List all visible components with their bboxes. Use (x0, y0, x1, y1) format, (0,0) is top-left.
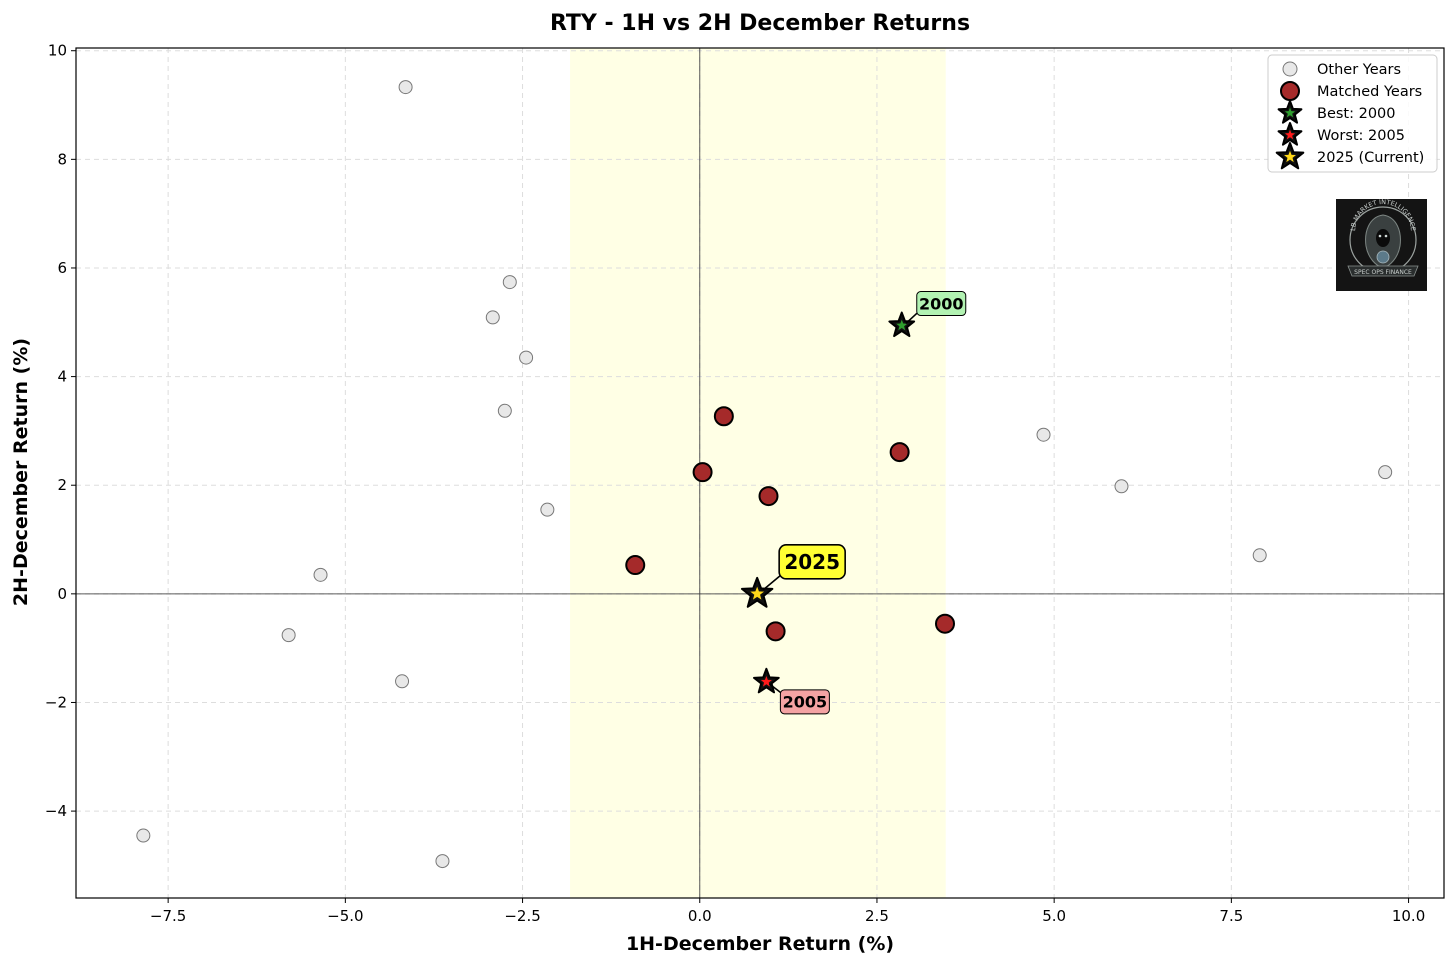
legend-label-other-years: Other Years (1317, 62, 1401, 78)
legend-marker-matched-years (1280, 81, 1300, 101)
globe-icon (1376, 250, 1390, 264)
annotation-label: 2005 (783, 693, 828, 712)
logo-banner (1347, 265, 1419, 277)
point-current-year (740, 576, 774, 608)
legend-label-worst: Worst: 2005 (1317, 128, 1405, 144)
point-matched-year (625, 555, 646, 576)
hood-shadow (1376, 229, 1390, 247)
point-other-year (502, 275, 517, 290)
annotation-label: 2000 (919, 294, 964, 313)
point-other-year (281, 628, 296, 643)
y-tick-label: 0 (57, 585, 67, 603)
y-tick-label: 10 (48, 42, 67, 60)
annotation-box (779, 689, 830, 715)
annotation-box (916, 291, 967, 317)
legend-label-best: Best: 2000 (1317, 106, 1396, 122)
legend: Other Years Matched Years Best: 2000 Wor… (1267, 54, 1438, 173)
annotation-box (778, 544, 846, 580)
point-matched-year (934, 613, 955, 634)
y-tick-label: 8 (57, 150, 67, 168)
brand-logo: LB MARKET INTELLIGENCE SPEC OPS FINANCE (1336, 198, 1427, 291)
point-best-year (888, 311, 916, 338)
legend-marker-worst (1277, 122, 1303, 146)
legend-label-current: 2025 (Current) (1317, 150, 1424, 166)
point-other-year (398, 80, 413, 95)
x-tick-label: 10.0 (1392, 907, 1425, 925)
point-other-year (1036, 427, 1051, 442)
annotation-2000: 2000 (905, 291, 967, 325)
point-matched-year (692, 462, 713, 483)
legend-star-worst-shape (1277, 122, 1303, 146)
x-tick-label: −5.0 (327, 907, 363, 925)
annotation-arrow (905, 310, 920, 325)
x-tick-label: 0.0 (688, 907, 712, 925)
point-other-year (1378, 465, 1393, 480)
y-axis-label: 2H-December Return (%) (10, 338, 32, 606)
highlight-band (570, 48, 946, 898)
point-other-year (519, 350, 534, 365)
logo-bottom-text: SPEC OPS FINANCE (1354, 269, 1412, 276)
legend-marker-current (1275, 142, 1305, 170)
y-tick-label: −2 (45, 693, 67, 711)
legend-frame (1267, 54, 1438, 173)
x-tick-label: −7.5 (150, 907, 186, 925)
annotation-2025: 2025 (762, 544, 846, 591)
y-tick-label: 6 (57, 259, 67, 277)
plot-area: −7.5 −5.0 −2.5 0.0 2.5 5.0 7.5 10.0 −4 −2 0 2 4 6 8 10 2… (45, 42, 1445, 925)
point-other-year (136, 828, 151, 843)
x-tick-label: 5.0 (1042, 907, 1066, 925)
y-tick-label: −4 (45, 802, 67, 820)
point-other-year (395, 674, 410, 689)
point-other-year (1114, 479, 1129, 494)
point-other-year (435, 854, 450, 869)
x-tick-label: 7.5 (1219, 907, 1243, 925)
y-tick-label: 4 (57, 368, 67, 386)
y-tick-label: 2 (57, 476, 67, 494)
legend-star-best-shape (1277, 100, 1303, 124)
point-matched-year (758, 486, 779, 507)
legend-star-current-shape (1275, 142, 1305, 170)
point-other-year (313, 567, 328, 582)
x-tick-label: −2.5 (504, 907, 540, 925)
legend-marker-other-years (1282, 61, 1298, 77)
point-matched-year (765, 621, 786, 642)
point-other-year (1252, 548, 1267, 563)
chart-title: RTY - 1H vs 2H December Returns (550, 11, 970, 36)
legend-marker-best (1277, 100, 1303, 124)
point-other-year (540, 502, 555, 517)
annotation-label: 2025 (784, 550, 840, 574)
annotation-2005: 2005 (768, 683, 830, 715)
point-other-year (485, 310, 500, 325)
plot-frame (75, 47, 1445, 899)
x-axis-label: 1H-December Return (%) (626, 933, 894, 955)
point-other-year (497, 403, 512, 418)
point-worst-year (753, 667, 780, 694)
legend-label-matched-years: Matched Years (1317, 84, 1422, 100)
x-tick-label: 2.5 (865, 907, 889, 925)
annotation-arrow (762, 574, 782, 591)
point-matched-year (713, 406, 734, 427)
point-matched-year (889, 442, 910, 463)
